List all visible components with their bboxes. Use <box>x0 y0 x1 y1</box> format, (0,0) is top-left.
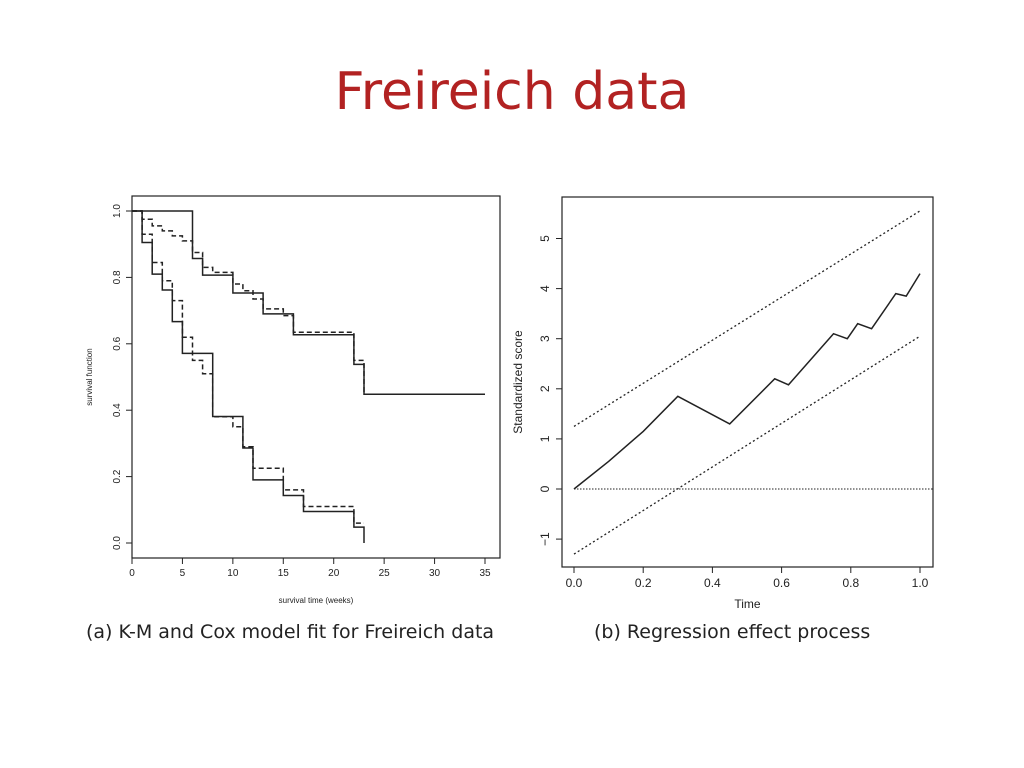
y-tick-label: 5 <box>538 235 552 242</box>
y-tick-label: 0.0 <box>112 536 123 550</box>
x-tick-label: 1.0 <box>912 576 929 590</box>
x-tick-label: 30 <box>429 568 441 579</box>
y-tick-label: 4 <box>538 285 552 292</box>
y-axis-label: Standardized score <box>511 330 525 434</box>
x-tick-label: 0.4 <box>704 576 721 590</box>
slide-title: Freireich data <box>334 62 690 122</box>
x-tick-label: 0.0 <box>566 576 583 590</box>
y-tick-label: 2 <box>538 385 552 392</box>
caption-a: (a) K-M and Cox model fit for Freireich … <box>86 621 495 643</box>
x-tick-label: 0.2 <box>635 576 652 590</box>
x-tick-label: 0 <box>129 568 135 579</box>
y-axis-label: survival function <box>85 348 94 405</box>
plot-frame <box>561 196 934 568</box>
y-tick-label: 0.8 <box>112 270 123 284</box>
x-tick-label: 25 <box>379 568 391 579</box>
series-line-0 <box>132 210 485 396</box>
series-line-3 <box>132 210 364 524</box>
x-tick-label: 35 <box>479 568 491 579</box>
x-tick-label: 15 <box>278 568 290 579</box>
caption-b: (b) Regression effect process <box>594 621 871 643</box>
series-line-0 <box>573 273 921 490</box>
y-tick-label: 0.6 <box>112 336 123 350</box>
series-line-2 <box>132 210 365 543</box>
x-tick-label: 20 <box>328 568 340 579</box>
y-tick-label: 0.4 <box>112 403 123 417</box>
series-line-1 <box>573 210 921 427</box>
x-tick-label: 5 <box>180 568 186 579</box>
series-line-2 <box>573 335 921 555</box>
y-tick-label: 1.0 <box>112 204 123 218</box>
y-tick-label: 1 <box>538 435 552 442</box>
y-tick-label: 3 <box>538 335 552 342</box>
x-axis-label: Time <box>734 597 761 611</box>
y-tick-label: 0 <box>538 485 552 492</box>
y-tick-label: −1 <box>538 532 552 546</box>
y-tick-label: 0.2 <box>112 469 123 483</box>
x-tick-label: 0.6 <box>773 576 790 590</box>
x-tick-label: 0.8 <box>842 576 859 590</box>
x-axis-label: survival time (weeks) <box>279 596 354 605</box>
x-tick-label: 10 <box>227 568 239 579</box>
plot-frame <box>131 195 501 559</box>
